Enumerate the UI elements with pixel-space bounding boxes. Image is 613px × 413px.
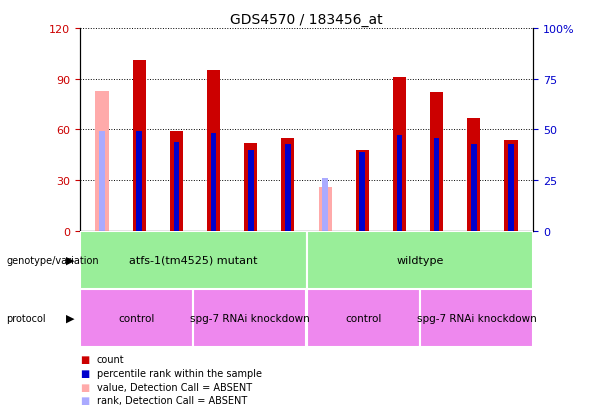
Bar [207,71,220,231]
Bar [504,140,517,231]
Bar [80,289,193,347]
Text: GSM936474: GSM936474 [97,242,107,297]
Text: protocol: protocol [6,313,46,323]
Bar [359,152,365,231]
Bar [244,144,257,231]
Text: GSM936483: GSM936483 [283,242,292,297]
Bar [397,136,402,231]
Text: spg-7 RNAi knockdown: spg-7 RNAi knockdown [190,313,310,323]
Text: control: control [345,313,381,323]
Bar [173,142,179,231]
Text: GSM936479: GSM936479 [246,242,255,297]
Text: atfs-1(tm4525) mutant: atfs-1(tm4525) mutant [129,255,257,265]
Text: GSM936473: GSM936473 [432,242,441,297]
Bar [430,93,443,231]
Text: rank, Detection Call = ABSENT: rank, Detection Call = ABSENT [97,395,247,405]
Text: genotype/variation: genotype/variation [6,255,99,265]
Text: GSM936481: GSM936481 [506,242,516,297]
Bar [248,150,254,231]
Text: GSM936477: GSM936477 [470,242,478,297]
Text: ▶: ▶ [66,313,75,323]
Text: GSM936478: GSM936478 [135,242,143,297]
Bar [306,231,533,289]
Bar [420,289,533,347]
Text: GSM936475: GSM936475 [209,242,218,297]
Text: ■: ■ [80,395,89,405]
Text: ▶: ▶ [66,255,75,265]
Text: ■: ■ [80,368,89,378]
Bar [285,144,291,231]
Bar [80,231,306,289]
Bar [96,91,109,231]
Text: ■: ■ [80,354,89,364]
Text: GSM936482: GSM936482 [172,242,181,297]
Text: GSM936476: GSM936476 [358,242,367,297]
Bar [281,138,294,231]
Bar [508,144,514,231]
Text: percentile rank within the sample: percentile rank within the sample [97,368,262,378]
Title: GDS4570 / 183456_at: GDS4570 / 183456_at [230,12,383,26]
Bar [393,78,406,231]
Bar [170,132,183,231]
Bar [467,118,481,231]
Text: ■: ■ [80,382,89,392]
Text: value, Detection Call = ABSENT: value, Detection Call = ABSENT [97,382,252,392]
Text: wildtype: wildtype [396,255,444,265]
Text: spg-7 RNAi knockdown: spg-7 RNAi knockdown [417,313,536,323]
Bar [211,134,216,231]
Text: count: count [97,354,124,364]
Text: GSM936472: GSM936472 [321,242,330,297]
Bar [132,61,146,231]
Bar [319,188,332,231]
Bar [193,289,306,347]
Text: control: control [118,313,154,323]
Bar [137,132,142,231]
Bar [434,138,440,231]
Bar [471,144,477,231]
Bar [356,150,369,231]
Bar [306,289,420,347]
Text: GSM936480: GSM936480 [395,242,404,297]
Bar [322,179,328,231]
Bar [99,132,105,231]
